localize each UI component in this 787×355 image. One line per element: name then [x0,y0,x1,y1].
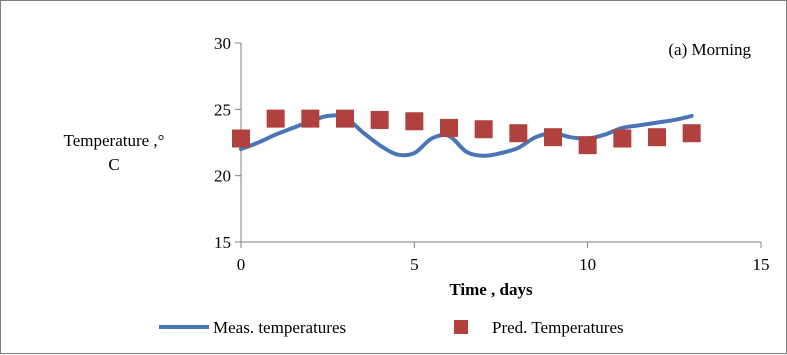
point-pred-temperature [682,124,701,143]
y-tick-label: 20 [214,167,231,186]
legend-label-meas: Meas. temperatures [213,318,346,337]
point-pred-temperature [578,136,597,155]
point-pred-temperature [440,118,458,137]
point-pred-temperature [509,124,528,143]
y-tick-label: 15 [214,233,231,252]
point-pred-temperature [648,128,666,147]
point-pred-temperature [544,128,562,147]
y-axis-label-line2: C [108,155,119,174]
point-pred-temperature [474,120,493,139]
point-pred-temperature [266,109,285,128]
axes: 15 20 25 30 0 5 10 15 [214,34,770,274]
chart-annotation: (a) Morning [668,40,751,59]
x-axis-label: Time , days [449,280,533,299]
y-tick-label: 30 [214,34,231,53]
point-pred-temperature [232,129,250,148]
legend-label-pred: Pred. Temperatures [492,318,624,337]
x-tick-label: 15 [753,255,770,274]
point-pred-temperature [370,110,389,129]
point-pred-temperature [336,109,354,128]
point-pred-temperature [405,112,424,131]
x-tick-label: 10 [579,255,596,274]
point-pred-temperature [301,109,320,128]
legend-marker-pred [454,320,468,334]
y-axis-label-line1: Temperature ,° [64,131,165,150]
point-pred-temperature [613,129,632,148]
legend: Meas. temperatures Pred. Temperatures [159,318,624,337]
labels: (a) Morning Temperature ,° C Time , days [64,40,752,299]
x-tick-label: 0 [237,255,246,274]
series-layer [232,109,701,158]
y-tick-label: 25 [214,100,231,119]
x-tick-label: 5 [410,255,419,274]
